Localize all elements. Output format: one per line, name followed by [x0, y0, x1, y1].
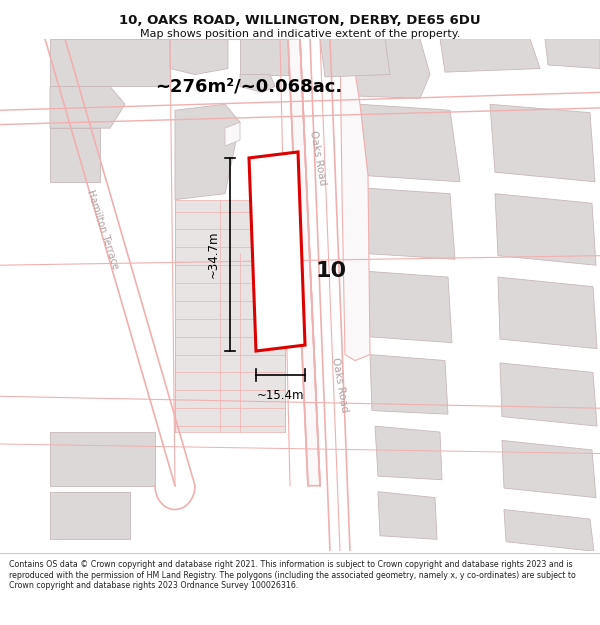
Polygon shape [500, 363, 597, 426]
Polygon shape [340, 39, 370, 361]
Polygon shape [320, 39, 390, 77]
Polygon shape [50, 128, 100, 182]
Polygon shape [370, 354, 448, 414]
Polygon shape [249, 152, 305, 351]
Polygon shape [288, 39, 320, 486]
Text: Contains OS data © Crown copyright and database right 2021. This information is : Contains OS data © Crown copyright and d… [9, 560, 576, 590]
Polygon shape [50, 39, 170, 86]
Text: 10: 10 [315, 261, 346, 281]
Text: Hamilton Terrace: Hamilton Terrace [85, 188, 121, 271]
Polygon shape [504, 509, 594, 551]
Polygon shape [350, 39, 430, 98]
Text: ~276m²/~0.068ac.: ~276m²/~0.068ac. [155, 78, 342, 96]
Polygon shape [375, 426, 442, 480]
Polygon shape [545, 39, 600, 69]
Polygon shape [378, 492, 437, 539]
Polygon shape [50, 432, 155, 486]
Polygon shape [498, 277, 597, 349]
Polygon shape [502, 441, 596, 498]
Text: Oaks Road: Oaks Road [330, 356, 349, 412]
Polygon shape [170, 39, 228, 74]
Text: ~15.4m: ~15.4m [257, 389, 304, 402]
Polygon shape [240, 74, 275, 92]
Polygon shape [225, 122, 240, 146]
Polygon shape [440, 39, 540, 72]
Polygon shape [360, 188, 455, 259]
Text: 10, OAKS ROAD, WILLINGTON, DERBY, DE65 6DU: 10, OAKS ROAD, WILLINGTON, DERBY, DE65 6… [119, 14, 481, 26]
Polygon shape [360, 104, 460, 182]
Polygon shape [240, 39, 288, 74]
Polygon shape [365, 271, 452, 342]
Polygon shape [495, 194, 596, 265]
Polygon shape [175, 104, 240, 199]
Text: Map shows position and indicative extent of the property.: Map shows position and indicative extent… [140, 29, 460, 39]
Text: ~34.7m: ~34.7m [207, 231, 220, 278]
Polygon shape [288, 39, 320, 486]
Polygon shape [50, 86, 125, 128]
Polygon shape [490, 104, 595, 182]
Text: Oaks Road: Oaks Road [308, 130, 328, 186]
Polygon shape [175, 199, 285, 432]
Polygon shape [50, 492, 130, 539]
